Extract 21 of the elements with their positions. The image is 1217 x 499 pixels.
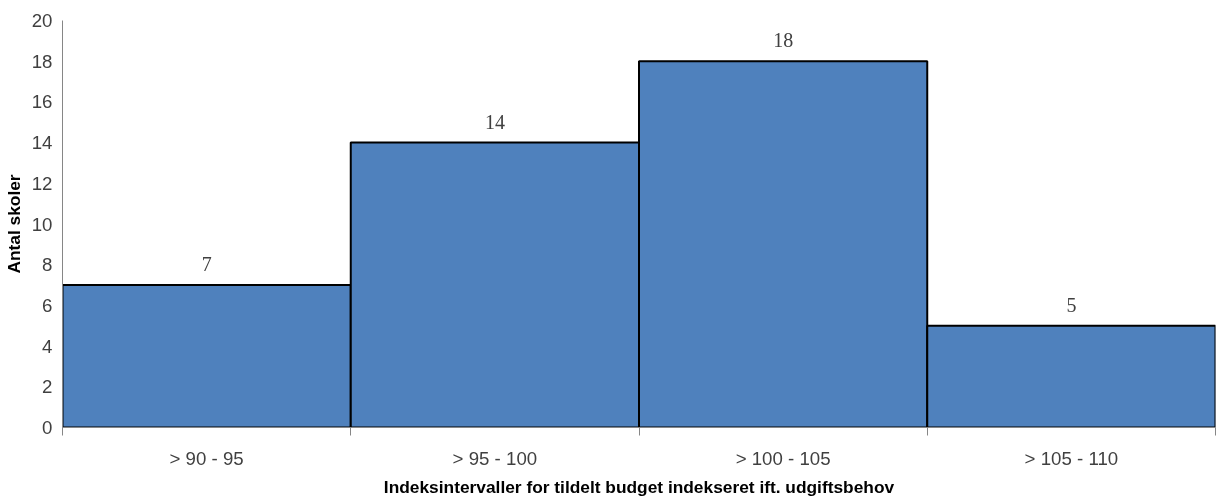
data-label: 7 bbox=[201, 253, 212, 276]
y-tick-label: 16 bbox=[31, 91, 53, 113]
x-tick-label: > 105 - 110 bbox=[1024, 447, 1119, 469]
y-tick-label: 18 bbox=[31, 50, 53, 72]
x-axis-title: Indeksintervaller for tildelt budget indekseret ift. udgiftsbehov bbox=[383, 476, 895, 497]
y-tick-label: 12 bbox=[31, 172, 53, 194]
y-tick-label: 6 bbox=[42, 294, 53, 316]
x-tick-label: > 100 - 105 bbox=[735, 447, 831, 469]
data-label: 18 bbox=[773, 29, 794, 52]
y-axis-title: Antal skoler bbox=[3, 174, 24, 274]
y-tick-label: 8 bbox=[42, 254, 53, 276]
data-label: 14 bbox=[484, 110, 505, 133]
y-tick-label: 20 bbox=[31, 10, 53, 31]
y-tick-label: 0 bbox=[42, 417, 53, 438]
y-tick-label: 4 bbox=[42, 335, 53, 357]
x-tick-label: > 90 - 95 bbox=[169, 447, 244, 469]
x-tick-label: > 95 - 100 bbox=[452, 447, 538, 469]
y-tick-label: 10 bbox=[31, 213, 53, 235]
y-tick-label: 2 bbox=[42, 376, 53, 398]
data-label: 5 bbox=[1066, 293, 1077, 316]
y-tick-label: 14 bbox=[31, 132, 53, 154]
